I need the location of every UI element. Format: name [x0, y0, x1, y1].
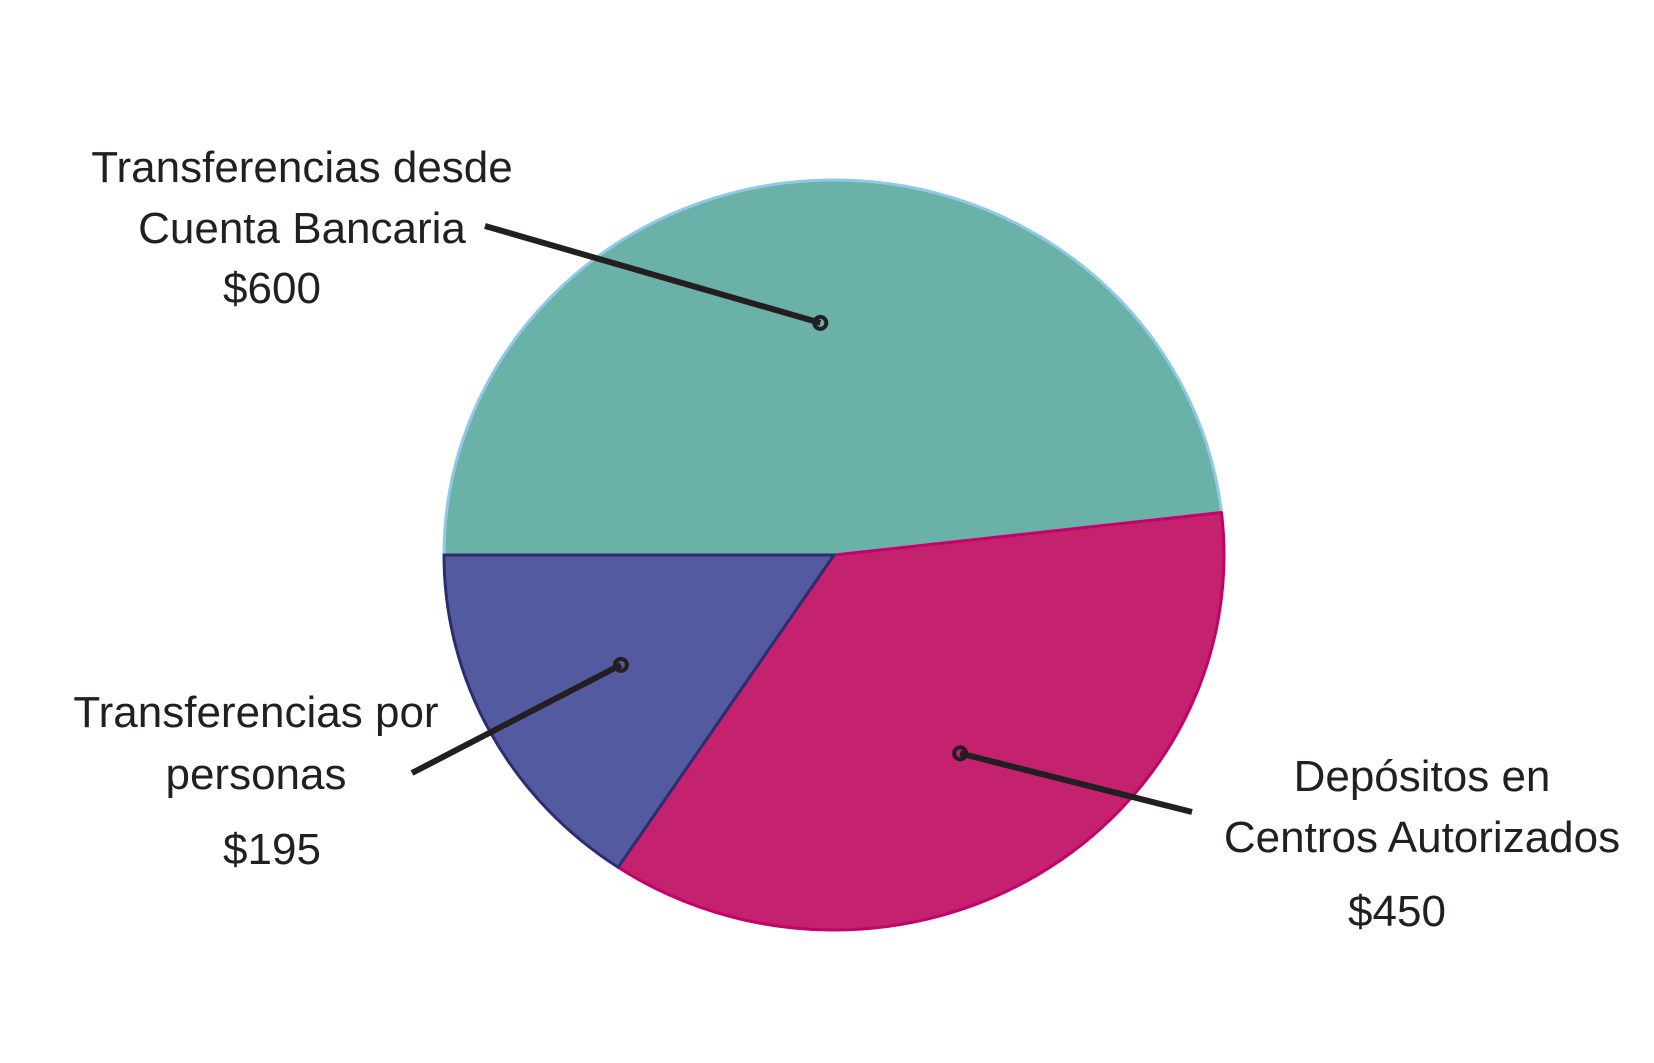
- slice-label-transferencias-bancaria: Transferencias desde Cuenta Bancaria $60…: [91, 143, 512, 313]
- slice-value-label: $600: [223, 264, 321, 313]
- slice-label-line: personas: [165, 750, 346, 799]
- leader-anchor-dot: [612, 656, 629, 673]
- leader-anchor-dot: [812, 314, 829, 331]
- slice-label-line: Cuenta Bancaria: [138, 204, 466, 253]
- slice-label-line: Transferencias por: [73, 688, 438, 737]
- leader-anchor-dot: [952, 745, 969, 762]
- slice-value-label: $450: [1348, 887, 1446, 936]
- leader-lines: [410, 223, 1193, 815]
- pie-slices: [442, 178, 1226, 932]
- slice-value-label: $195: [223, 825, 321, 874]
- pie-slice: [616, 511, 1226, 932]
- pie-slice: [442, 178, 1223, 557]
- slice-label-depositos-centros: Depósitos en Centros Autorizados $450: [1224, 752, 1620, 936]
- slice-label-transferencias-personas: Transferencias por personas $195: [73, 688, 438, 874]
- slice-label-line: Centros Autorizados: [1224, 813, 1620, 862]
- slice-label-line: Transferencias desde: [91, 143, 512, 192]
- leader-line: [410, 662, 623, 776]
- leader-line: [959, 750, 1193, 815]
- leader-line: [484, 223, 822, 326]
- slice-label-line: Depósitos en: [1294, 752, 1551, 801]
